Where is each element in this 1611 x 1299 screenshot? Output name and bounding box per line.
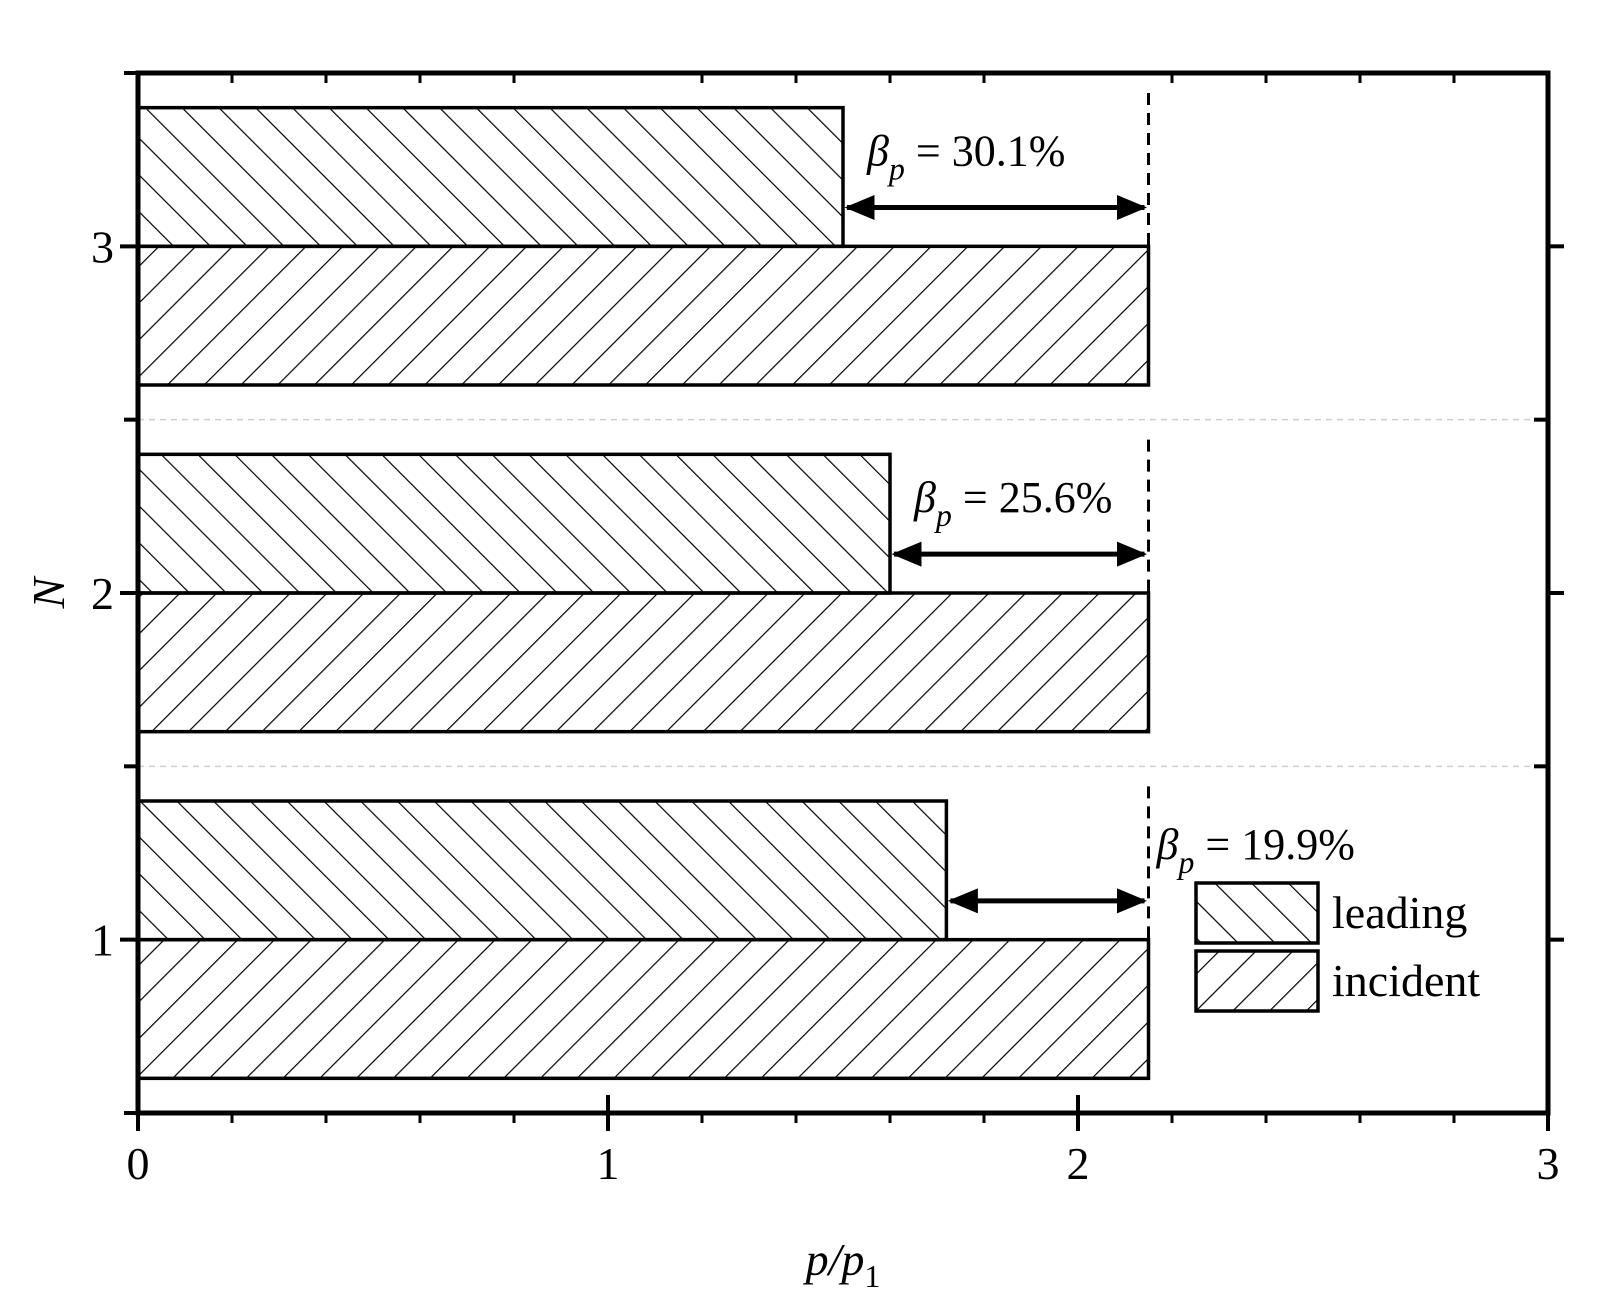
beta-label-2: βp = 25.6% [913, 473, 1112, 533]
legend: leading incident [1194, 881, 1480, 1013]
legend-swatch-leading [1194, 881, 1320, 945]
y-axis-title: N [23, 575, 74, 609]
svg-text:p/p1: p/p1 [803, 1234, 881, 1294]
beta-label-3: βp = 30.1% [866, 127, 1065, 187]
x-ticks: 0 1 2 3 [127, 73, 1560, 1189]
y-tick-label-2: 2 [91, 568, 114, 619]
legend-swatch-incident [1194, 949, 1320, 1013]
x-tick-label-3: 3 [1537, 1138, 1560, 1189]
bar-leading-2 [136, 452, 892, 595]
legend-label-incident: incident [1332, 955, 1480, 1006]
bar-incident-1 [136, 937, 1151, 1081]
gridlines [138, 418, 1548, 768]
bar-leading-1 [136, 799, 949, 942]
bar-incident-2 [136, 591, 1151, 734]
y-ticks: 1 2 3 [91, 71, 1564, 1115]
y-tick-label-1: 1 [91, 915, 114, 966]
x-axis-title-sub: 1 [864, 1258, 880, 1294]
y-tick-label-3: 3 [91, 221, 114, 272]
bars [136, 105, 1151, 1081]
x-tick-label-1: 1 [597, 1138, 620, 1189]
x-tick-label-2: 2 [1067, 1138, 1090, 1189]
legend-label-leading: leading [1332, 887, 1467, 938]
annotations: βp = 19.9% βp = 25.6% βp = 30.1% [844, 93, 1355, 940]
x-tick-label-0: 0 [127, 1138, 150, 1189]
x-axis-title-main: p/p [803, 1234, 865, 1285]
beta-label-1: βp = 19.9% [1156, 820, 1355, 880]
x-axis-title: p/p1 [803, 1234, 881, 1294]
bar-incident-3 [136, 244, 1151, 387]
bar-leading-3 [136, 105, 845, 249]
